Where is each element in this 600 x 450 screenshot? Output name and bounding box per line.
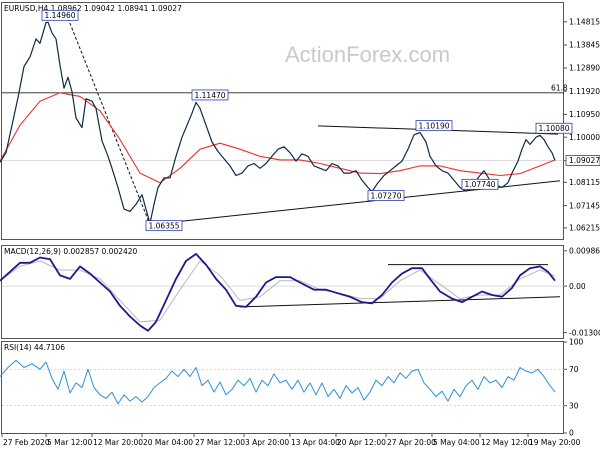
annotation-label: 1.14960 [45, 11, 76, 20]
annotation-box [41, 9, 79, 21]
annotation-label: 1.10080 [539, 124, 570, 133]
annotation-label: 1.06355 [149, 221, 180, 230]
macd-axis-tick-label: 0.00 [569, 282, 586, 291]
price-axis-tick-label: 1.07145 [569, 201, 600, 210]
time-tick-label: 27 Feb 2020 [3, 438, 50, 447]
annotation-label: 1.11470 [195, 91, 226, 100]
time-tick-label: 5 Mar 12:00 [47, 438, 93, 447]
price-support-trendline [149, 180, 561, 226]
price-axis-tick-label: 1.10950 [569, 110, 600, 119]
macd-support-trendline [239, 296, 561, 308]
price-axis-tick-label: 1.13845 [569, 41, 600, 50]
time-tick-label: 27 Apr 20:00 [387, 438, 436, 447]
fib-61-8-label: 61.8 [551, 83, 568, 92]
macd-panel-frame [1, 245, 564, 339]
price-series-line [0, 21, 556, 224]
annotation-box [367, 190, 405, 201]
time-tick-label: 20 Mar 04:00 [143, 438, 193, 447]
price-axis-tick-label: 1.12890 [569, 64, 600, 73]
watermark: ActionForex.com [285, 42, 450, 67]
time-tick-label: 20 Apr 12:00 [337, 438, 386, 447]
annotation-box [191, 89, 229, 101]
rsi-header: RSI(14) 44.7106 [4, 343, 65, 352]
macd-axis-tick-label: 0.009862 [569, 246, 600, 255]
rsi-axis-tick-label: 70 [569, 365, 579, 374]
annotation-box [415, 120, 453, 132]
time-tick-label: 12 Mar 20:00 [93, 438, 143, 447]
annotation-label: 1.07740 [465, 180, 496, 189]
time-tick-label: 5 May 04:00 [433, 438, 480, 447]
price-dashed-trendline [67, 18, 151, 225]
time-tick-label: 3 Apr 20:00 [245, 438, 289, 447]
rsi-axis-tick-label: 30 [569, 401, 579, 410]
time-tick-label: 13 Apr 04:00 [291, 438, 340, 447]
macd-signal-line [0, 260, 556, 323]
price-panel-frame [1, 2, 564, 240]
macd-main-line [0, 252, 556, 332]
rsi-axis-tick-label: 100 [569, 338, 584, 347]
macd-header: MACD(12,26,9) 0.002857 0.002420 [4, 247, 138, 256]
time-tick-label: 27 Mar 12:00 [195, 438, 245, 447]
price-axis-tick-label: 1.06215 [569, 224, 600, 233]
time-tick-label: 19 May 20:00 [529, 438, 581, 447]
price-axis-tick-label: 1.11920 [569, 87, 600, 96]
annotation-label: 1.07270 [371, 191, 402, 200]
annotation-box [535, 122, 573, 134]
price-header: EURUSD,H4 1.08962 1.09042 1.08941 1.0902… [4, 4, 182, 13]
macd-axis-tick-label: -0.013002 [569, 328, 600, 337]
annotation-label: 1.10190 [419, 121, 450, 130]
last-price-box [565, 155, 600, 166]
rsi-axis-tick-label: 0 [569, 429, 574, 438]
time-tick-label: 12 May 12:00 [481, 438, 533, 447]
price-moving-average [0, 92, 556, 184]
rsi-panel-frame [1, 341, 564, 434]
price-axis-tick-label: 1.09027 [569, 156, 600, 165]
annotation-box [461, 178, 499, 190]
price-axis-tick-label: 1.08115 [569, 178, 600, 187]
annotation-box [145, 220, 183, 232]
price-axis-tick-label: 1.10000 [569, 133, 600, 142]
price-axis-tick-label: 1.14815 [569, 18, 600, 27]
rsi-line [0, 359, 556, 405]
